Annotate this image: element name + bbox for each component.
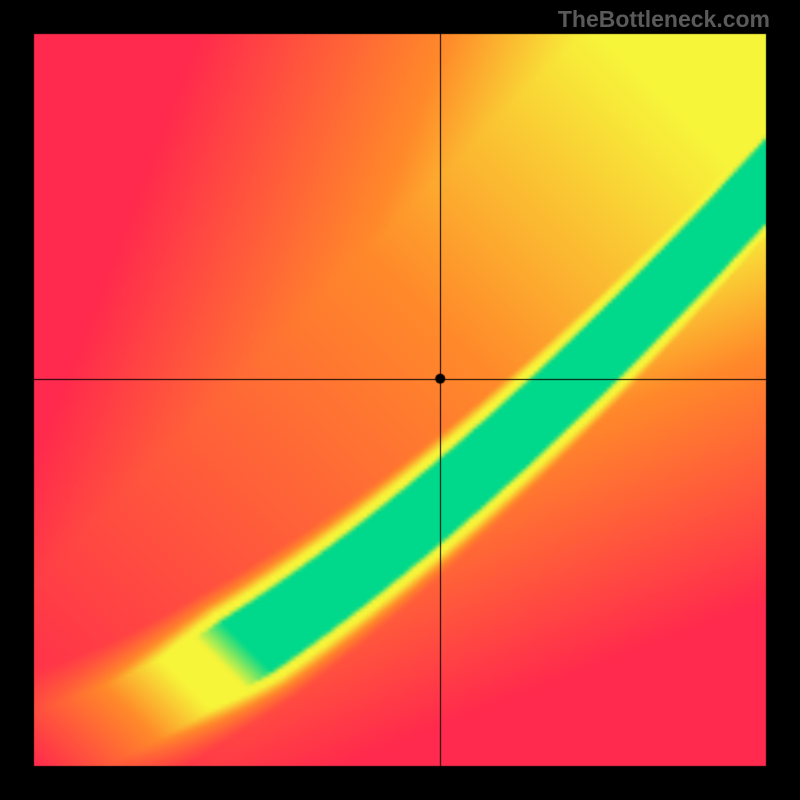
watermark-text: TheBottleneck.com	[558, 6, 770, 33]
chart-container: TheBottleneck.com	[0, 0, 800, 800]
bottleneck-heatmap	[0, 0, 800, 800]
